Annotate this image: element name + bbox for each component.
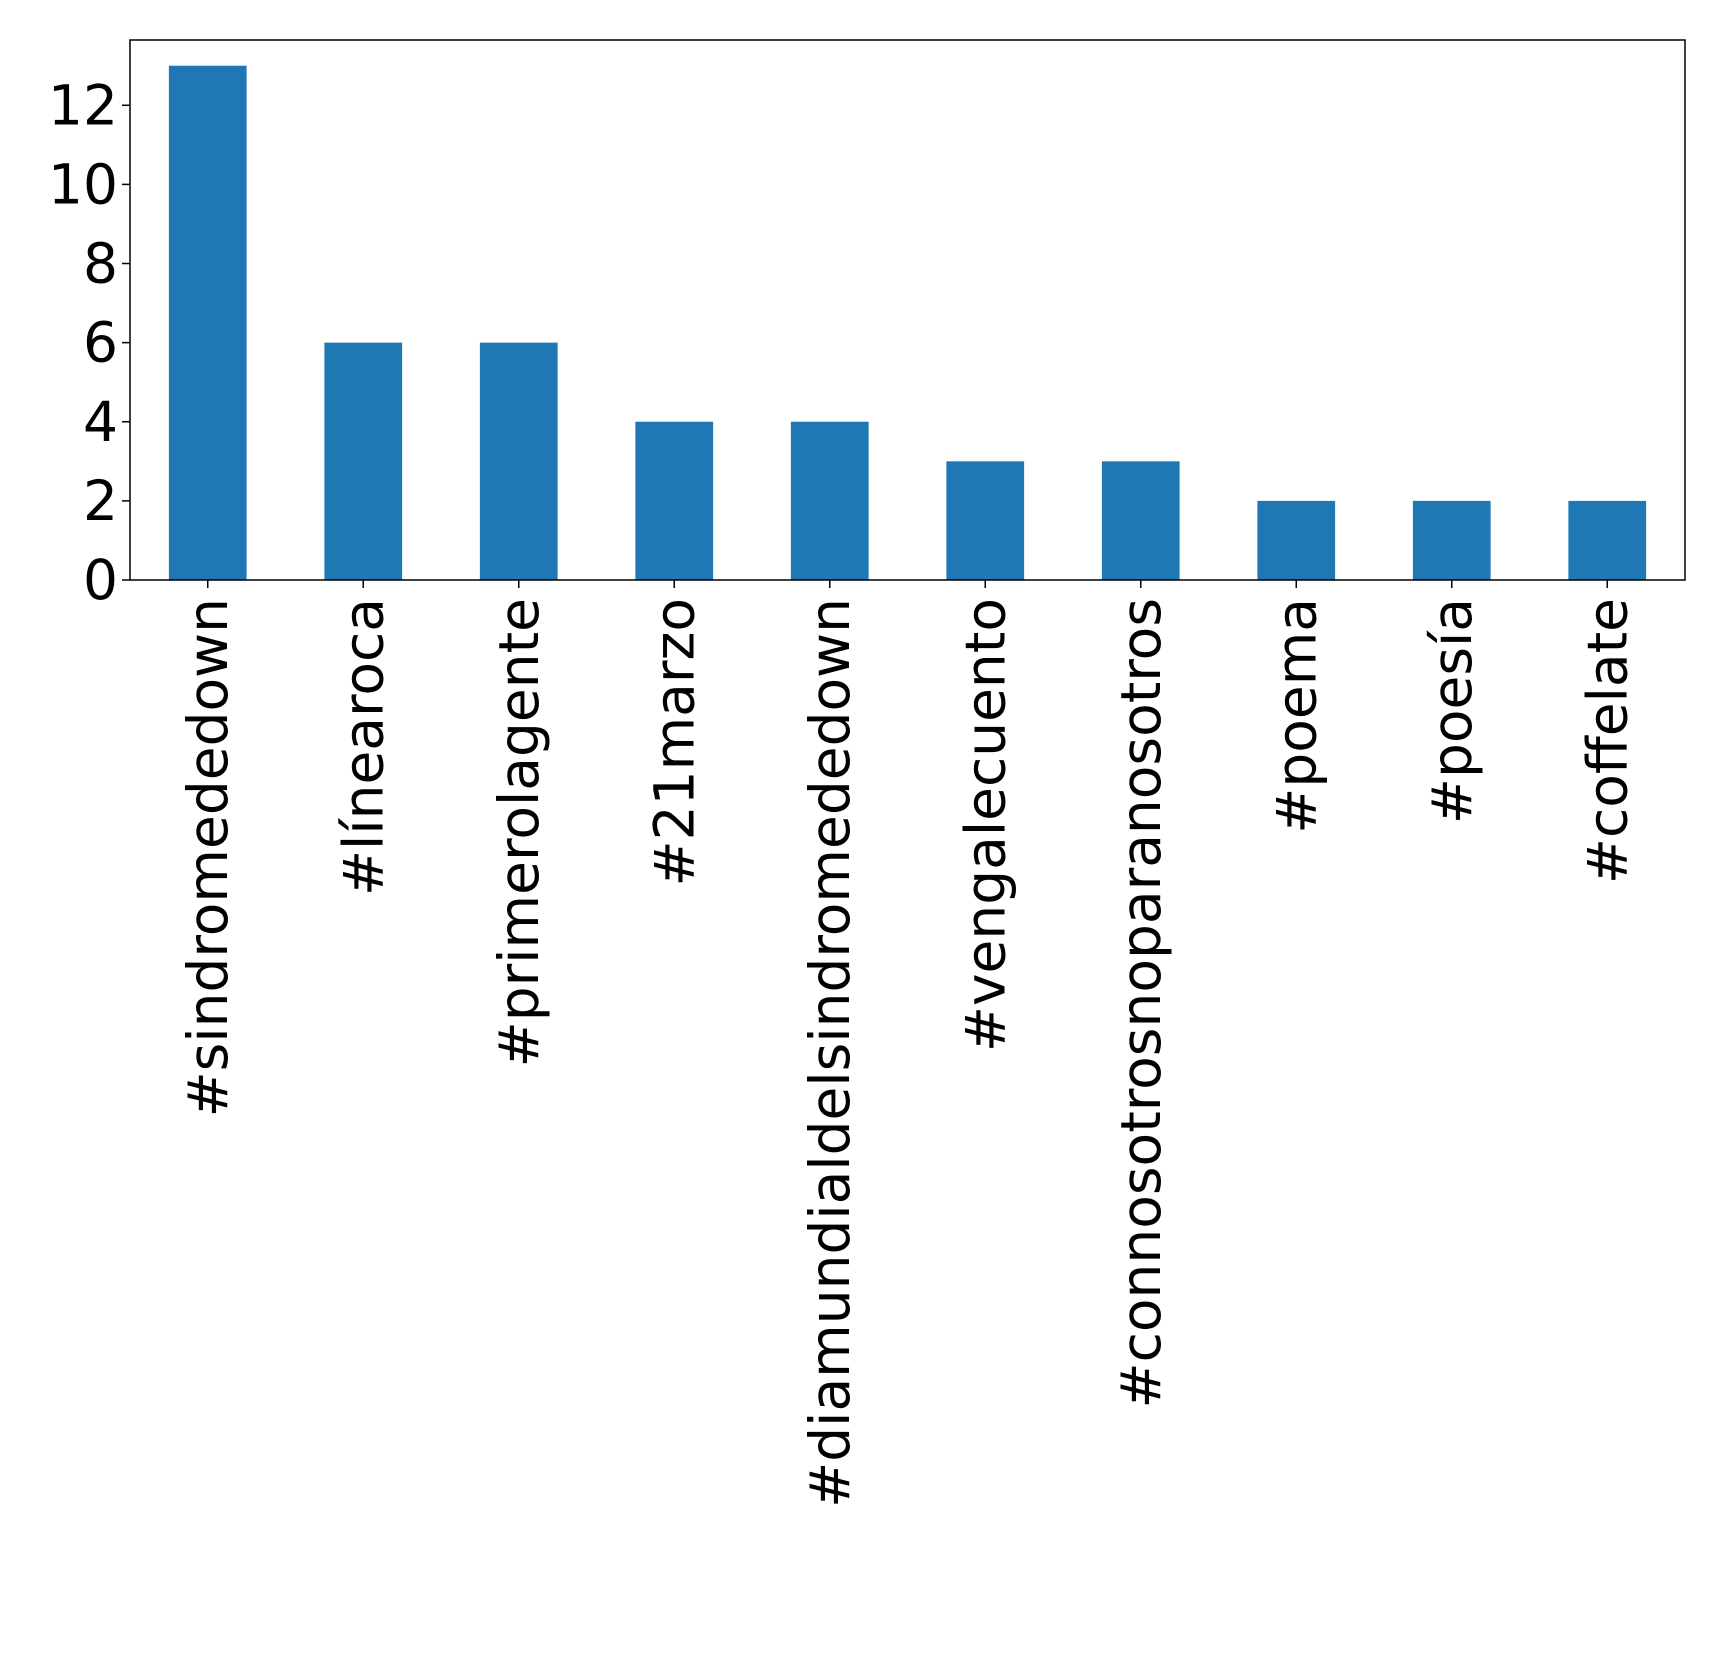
x-tick-label: #poema: [1264, 598, 1328, 834]
bar: [946, 461, 1025, 580]
x-tick-label: #vengalecuento: [953, 598, 1017, 1052]
y-tick-label: 4: [83, 390, 118, 454]
x-tick-label: #coffelate: [1575, 598, 1639, 884]
y-tick-label: 8: [83, 232, 118, 296]
bar: [1257, 500, 1336, 580]
x-tick-label: #primerolagente: [487, 598, 551, 1067]
y-tick-label: 0: [83, 548, 118, 612]
bar: [790, 421, 869, 580]
x-tick-label: #sindromededown: [176, 598, 240, 1117]
bar: [1568, 500, 1647, 580]
x-tick-label: #línearoca: [331, 598, 395, 896]
x-tick-label: #poesía: [1420, 598, 1484, 824]
y-tick-label: 6: [83, 311, 118, 375]
x-tick-label: #connosotrosnoparanosotros: [1109, 598, 1173, 1408]
x-axis: #sindromededown #línearoca #primerolagente…: [176, 580, 1639, 1508]
x-tick-label: #diamundialdelsindromededown: [798, 598, 862, 1508]
x-tick-label: #21marzo: [642, 598, 706, 886]
bar: [1101, 461, 1180, 580]
y-tick-label: 2: [83, 469, 118, 533]
bar: [168, 65, 247, 580]
bars-layer: [168, 65, 1647, 580]
y-tick-label: 12: [48, 73, 118, 137]
y-tick-label: 10: [48, 152, 118, 216]
plot-frame: [129, 39, 1686, 581]
bar: [324, 342, 403, 580]
bar: [635, 421, 714, 580]
y-axis: 0 2 4 6 8 10 12: [48, 73, 130, 612]
bar: [1412, 500, 1491, 580]
bar: [479, 342, 558, 580]
